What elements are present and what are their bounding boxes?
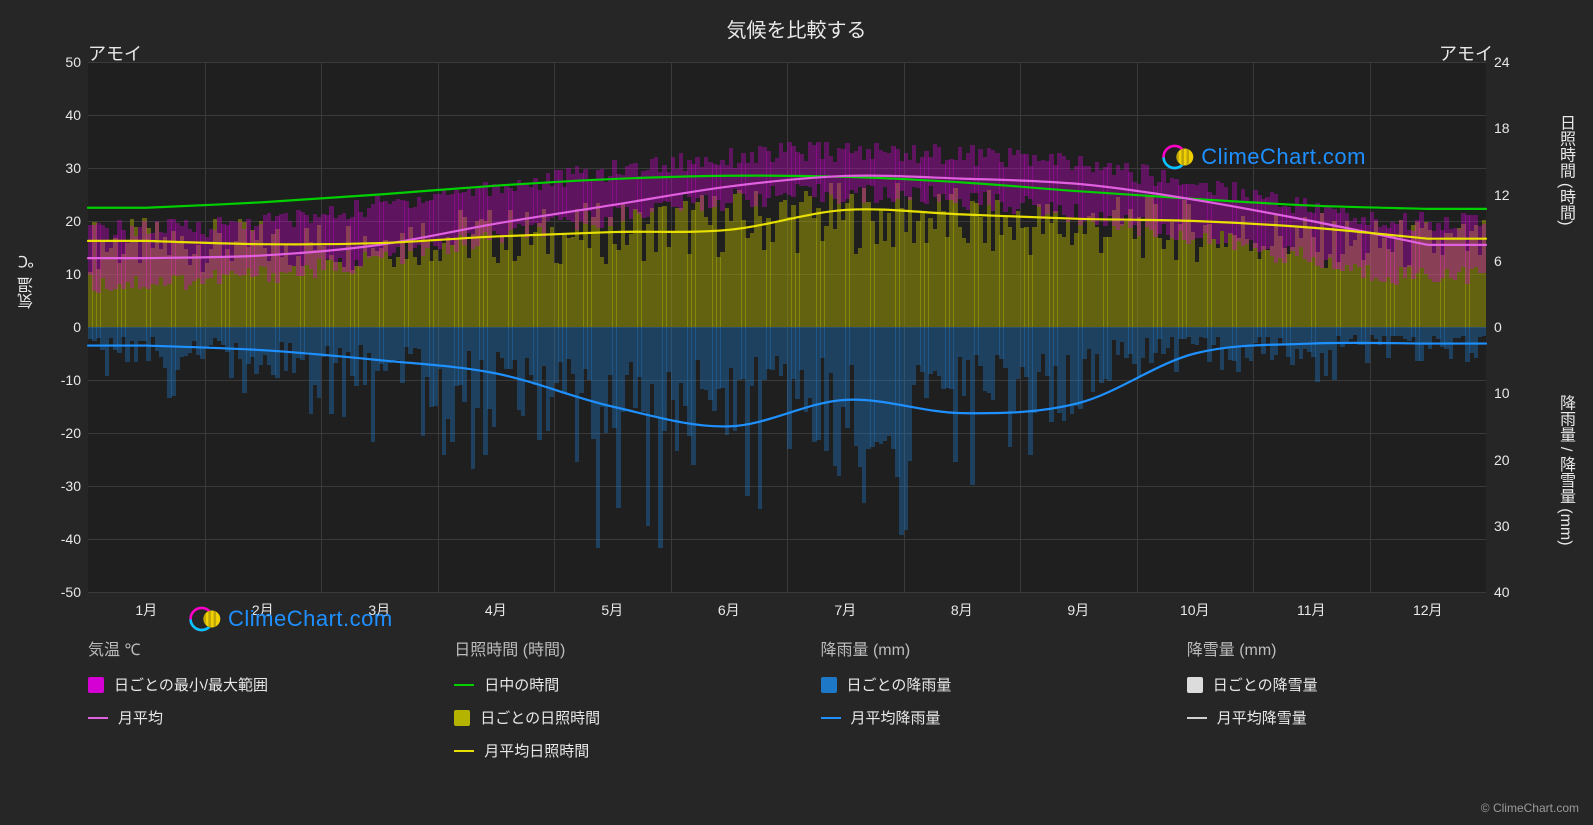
x-tick-month: 5月 [601, 600, 623, 620]
y-tick-left: -20 [41, 425, 81, 441]
legend-label: 日中の時間 [484, 674, 559, 695]
line-avg-temp [88, 176, 1486, 259]
legend-column: 降雪量 (mm) 日ごとの降雪量月平均降雪量 [1187, 636, 1553, 773]
legend-item: 月平均降雪量 [1187, 707, 1529, 728]
legend-title: 降雪量 (mm) [1187, 636, 1529, 660]
legend: 気温 ℃ 日ごとの最小/最大範囲月平均 日照時間 (時間) 日中の時間日ごとの日照時間… [88, 636, 1553, 773]
legend-item: 月平均日照時間 [454, 740, 796, 761]
legend-swatch-square [1187, 677, 1203, 693]
legend-swatch-square [821, 677, 837, 693]
y-axis-right-bottom-label: 降雨量 / 降雪量 (mm) [1553, 394, 1577, 545]
watermark-top: ClimeChart.com [1161, 140, 1366, 174]
y-tick-left: 40 [41, 107, 81, 123]
watermark-text: ClimeChart.com [1201, 144, 1366, 170]
watermark-text: ClimeChart.com [228, 606, 393, 632]
climechart-logo-icon [188, 602, 222, 636]
chart-title: 気候を比較する [0, 14, 1593, 43]
y-axis-left-label: 気温 ℃ [16, 251, 40, 309]
y-tick-right-mm: 40 [1494, 584, 1510, 600]
y-tick-left: 10 [41, 266, 81, 282]
legend-swatch-line [821, 717, 841, 719]
x-tick-month: 6月 [718, 600, 740, 620]
legend-label: 日ごとの降雨量 [847, 674, 952, 695]
legend-item: 日ごとの降雪量 [1187, 674, 1529, 695]
y-tick-left: -50 [41, 584, 81, 600]
legend-swatch-line [1187, 717, 1207, 719]
legend-label: 日ごとの日照時間 [480, 707, 600, 728]
chart-root: 気候を比較する アモイ アモイ 気温 ℃ 日照時間 (時間) 降雨量 / 降雪量… [0, 0, 1593, 825]
climechart-logo-icon [1161, 140, 1195, 174]
y-tick-left: -40 [41, 531, 81, 547]
y-tick-right-hours: 18 [1494, 120, 1510, 136]
legend-title: 気温 ℃ [88, 636, 430, 660]
plot-area: ClimeChart.com ClimeChart.com [88, 62, 1486, 592]
y-tick-right-mm: 30 [1494, 518, 1510, 534]
y-tick-right-mm: 20 [1494, 452, 1510, 468]
legend-column: 降雨量 (mm) 日ごとの降雨量月平均降雨量 [821, 636, 1187, 773]
x-tick-month: 12月 [1413, 600, 1443, 620]
legend-item: 日ごとの日照時間 [454, 707, 796, 728]
y-tick-left: 0 [41, 319, 81, 335]
legend-swatch-square [454, 710, 470, 726]
legend-item: 日ごとの最小/最大範囲 [88, 674, 430, 695]
legend-item: 月平均降雨量 [821, 707, 1163, 728]
y-tick-left: 50 [41, 54, 81, 70]
x-tick-month: 10月 [1180, 600, 1210, 620]
line-avg-rain [88, 343, 1486, 427]
legend-label: 月平均降雪量 [1217, 707, 1307, 728]
y-tick-left: 20 [41, 213, 81, 229]
y-tick-right-hours: 0 [1494, 319, 1502, 335]
legend-column: 日照時間 (時間) 日中の時間日ごとの日照時間月平均日照時間 [454, 636, 820, 773]
x-tick-month: 8月 [951, 600, 973, 620]
legend-label: 日ごとの最小/最大範囲 [114, 674, 268, 695]
y-tick-right-hours: 12 [1494, 187, 1510, 203]
legend-swatch-line [88, 717, 108, 719]
legend-item: 日ごとの降雨量 [821, 674, 1163, 695]
x-tick-month: 1月 [135, 600, 157, 620]
x-tick-month: 4月 [485, 600, 507, 620]
watermark-bottom: ClimeChart.com [188, 602, 393, 636]
legend-item: 月平均 [88, 707, 430, 728]
y-tick-left: -10 [41, 372, 81, 388]
attribution: © ClimeChart.com [1481, 801, 1579, 815]
legend-label: 月平均 [118, 707, 163, 728]
x-tick-month: 7月 [834, 600, 856, 620]
legend-item: 日中の時間 [454, 674, 796, 695]
y-tick-right-mm: 10 [1494, 385, 1510, 401]
legend-label: 日ごとの降雪量 [1213, 674, 1318, 695]
legend-swatch-line [454, 750, 474, 752]
legend-label: 月平均降雨量 [851, 707, 941, 728]
legend-swatch-line [454, 684, 474, 686]
x-tick-month: 11月 [1297, 600, 1326, 620]
y-tick-right-hours: 24 [1494, 54, 1510, 70]
y-axis-right-top-label: 日照時間 (時間) [1553, 114, 1577, 225]
y-tick-right-hours: 6 [1494, 253, 1502, 269]
x-tick-month: 9月 [1067, 600, 1089, 620]
y-tick-left: 30 [41, 160, 81, 176]
legend-title: 降雨量 (mm) [821, 636, 1163, 660]
legend-column: 気温 ℃ 日ごとの最小/最大範囲月平均 [88, 636, 454, 773]
legend-swatch-square [88, 677, 104, 693]
y-tick-left: -30 [41, 478, 81, 494]
legend-label: 月平均日照時間 [484, 740, 589, 761]
legend-title: 日照時間 (時間) [454, 636, 796, 660]
